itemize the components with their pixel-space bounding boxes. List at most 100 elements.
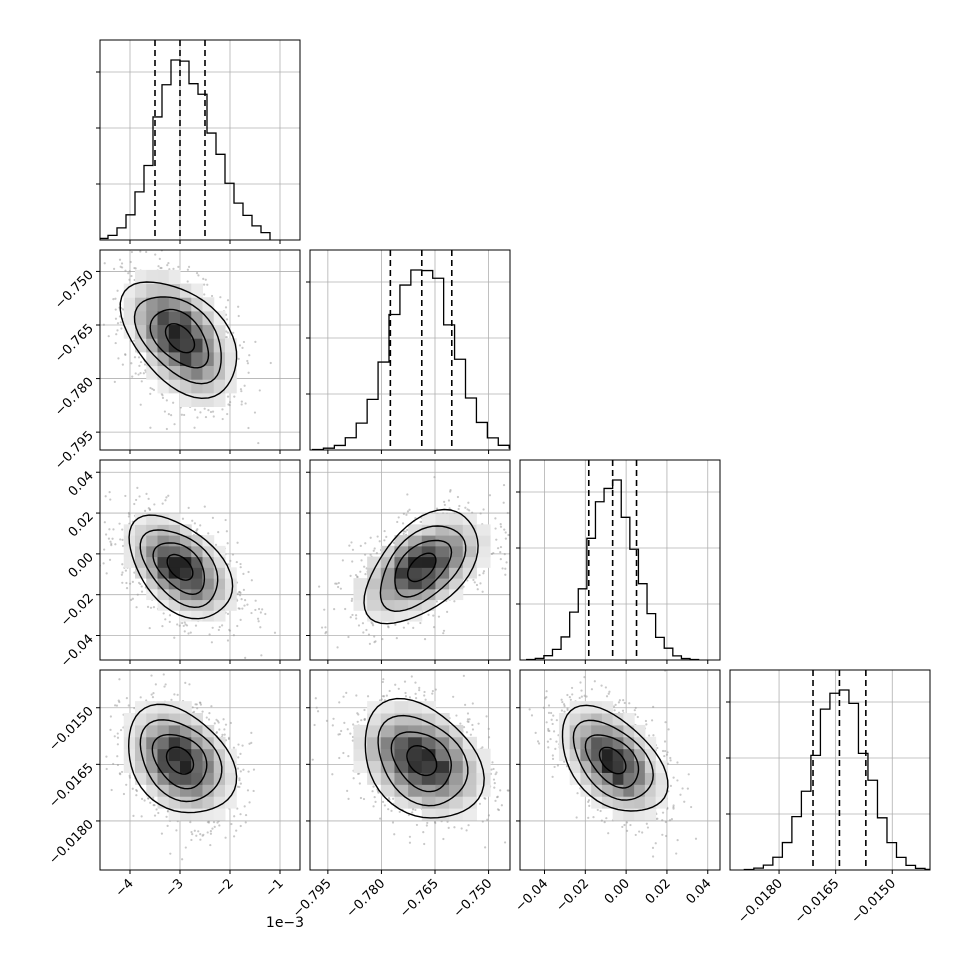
scatter-point [239,388,243,391]
scatter-point [233,815,236,818]
scatter-point [247,770,250,773]
density-cell [191,578,203,590]
scatter-point [336,646,339,649]
density-cell [180,772,192,785]
scatter-point [114,341,117,345]
density-cell [191,588,203,601]
scatter-point [117,357,120,360]
scatter-point [230,822,233,826]
scatter-point [108,558,112,561]
density-cell [202,338,215,353]
scatter-point [133,707,136,710]
scatter-point [236,541,239,544]
scatter-point [238,607,241,610]
scatter-point [116,289,119,292]
scatter-point [355,617,358,620]
scatter-point [186,280,189,283]
density-cell [202,535,215,547]
scatter-point [143,363,147,366]
scatter-point [133,502,136,506]
scatter-point [118,522,121,525]
scatter-point [108,491,111,494]
contour-line [128,514,234,620]
density-cell [146,545,158,558]
scatter-point [473,581,476,584]
density-cell [367,599,382,611]
density-cell [157,701,170,714]
density-cell [191,310,203,326]
scatter-point [113,704,117,707]
contour-line [133,296,222,385]
density-cell [421,599,436,611]
scatter-point [108,528,111,531]
density-cell [394,578,409,590]
contour-line [119,281,238,400]
density-cell [202,772,215,785]
scatter-point [217,531,220,534]
scatter-point [184,681,187,684]
y-tick-label: −0.750 [52,268,97,313]
scatter-point [229,559,232,562]
scatter-point [257,441,260,445]
density-cell [449,535,464,547]
scatter-point [139,250,142,253]
scatter-point [406,510,410,513]
scatter-point [408,508,411,511]
scatter-point [504,573,507,576]
scatter-point [505,561,508,564]
scatter-point [199,524,202,527]
scatter-point [259,611,262,614]
scatter-point [131,597,134,600]
scatter-point [217,819,220,823]
density-cell [146,784,158,797]
scatter-point [145,699,148,702]
scatter-point [140,380,143,383]
density-cell [213,784,226,797]
scatter-point [273,631,277,634]
scatter-point [244,813,248,817]
scatter-point [113,380,116,383]
density-cell [191,351,203,367]
scatter-point [225,336,228,339]
scatter-point [145,492,148,496]
scatter-point [139,372,142,375]
scatter-point [161,502,164,505]
scatter-point [385,535,388,539]
scatter-point [124,269,127,272]
scatter-point [356,576,359,579]
density-cell [191,338,203,353]
scatter-point [494,527,497,530]
panel-content [100,250,300,450]
scatter-point [182,624,185,628]
scatter-point [121,544,125,548]
density-cell [135,701,147,714]
scatter-point [127,272,130,275]
density-cell [202,736,215,750]
density-cell [157,545,170,558]
scatter-point [120,262,124,265]
panel-frame [99,669,301,871]
scatter-point [406,493,409,496]
hist-panel-0 [96,39,301,244]
scatter-point [401,522,405,525]
scatter-point [318,585,321,588]
scatter-point [120,770,124,774]
density-cell [367,610,382,622]
y-tick-label: −0.780 [52,375,97,420]
scatter-point [260,654,263,657]
scatter-point [213,825,216,828]
scatter-point [427,613,430,616]
scatter-point [114,317,118,320]
scatter-point [243,384,246,387]
scatter-point [127,704,130,707]
x-tick-label: −3 [163,876,187,900]
scatter-point [199,411,202,414]
scatter-point [364,573,367,576]
scatter-point [570,529,572,531]
scatter-point [506,511,509,515]
scatter-point [109,498,112,501]
scatter-point [199,833,202,836]
scatter-point [115,704,119,707]
scatter-point [170,414,173,417]
scatter-point [218,824,221,827]
